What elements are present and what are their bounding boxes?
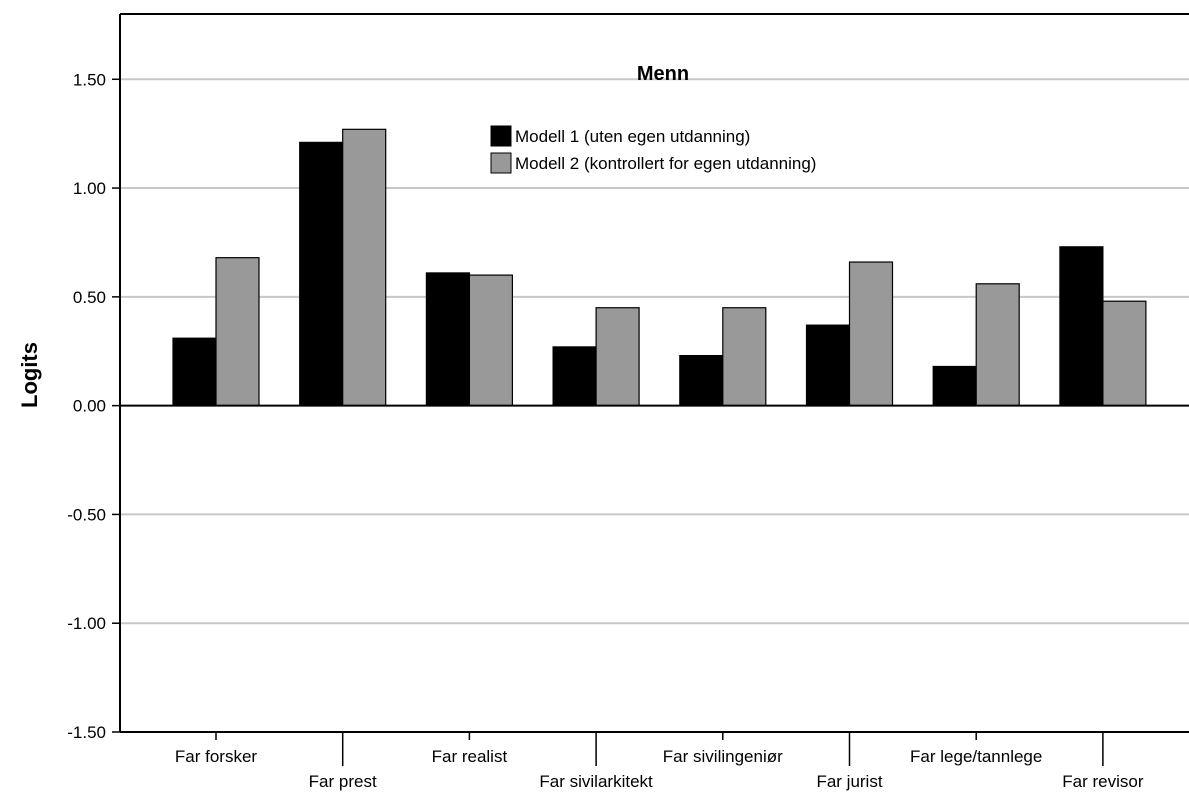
bar-1-5	[805, 324, 851, 407]
x-tick-label: Far sivilarkitekt	[539, 772, 653, 791]
x-tick-label: Far realist	[432, 747, 508, 766]
legend-label-modell-2: Modell 2 (kontrollert for egen utdanning…	[515, 154, 816, 173]
x-tick-label: Far prest	[309, 772, 377, 791]
x-tick-label: Far forsker	[175, 747, 258, 766]
y-axis-label: Logits	[17, 342, 42, 408]
bar-2-4	[722, 307, 767, 407]
y-tick-label: -0.50	[67, 505, 106, 524]
bar-2-1	[342, 128, 387, 407]
y-tick-labels: 1.50 1.00 0.50 0.00 -0.50 -1.00 -1.50	[67, 70, 120, 742]
y-tick-label: -1.00	[67, 614, 106, 633]
y-tick-label: 0.50	[73, 288, 106, 307]
y-tick-label: 1.50	[73, 70, 106, 89]
bar-2-3	[595, 307, 640, 407]
x-tick-labels: Far forsker Far prest Far realist Far sivil…	[175, 732, 1144, 791]
legend-label-modell-1: Modell 1 (uten egen utdanning)	[515, 127, 750, 146]
bar-1-3	[552, 346, 597, 407]
bar-1-6	[932, 365, 977, 407]
chart-title: Menn	[637, 63, 689, 85]
y-tick-label: 0.00	[73, 397, 106, 416]
x-tick-label: Far jurist	[816, 772, 882, 791]
bar-2-7	[1102, 300, 1147, 407]
x-tick-label: Far lege/tannlege	[910, 747, 1042, 766]
x-tick-label: Far revisor	[1062, 772, 1144, 791]
legend: Modell 1 (uten egen utdanning) Modell 2 …	[490, 125, 816, 174]
y-tick-label: 1.00	[73, 179, 106, 198]
legend-swatch-modell-2	[490, 152, 512, 174]
bar-2-2	[468, 274, 513, 407]
gridlines	[120, 78, 1189, 625]
bar-1-1	[299, 141, 344, 407]
bar-2-0	[215, 257, 260, 407]
bar-1-2	[425, 272, 470, 407]
y-tick-label: -1.50	[67, 723, 106, 742]
bars	[172, 128, 1147, 407]
bar-2-5	[848, 261, 894, 407]
bar-1-7	[1059, 246, 1104, 407]
bar-2-6	[975, 283, 1020, 407]
bar-1-0	[172, 337, 217, 407]
bar-1-4	[679, 354, 724, 407]
legend-swatch-modell-1	[490, 125, 512, 147]
x-tick-label: Far sivilingeniør	[663, 747, 783, 766]
axes	[119, 13, 1189, 733]
